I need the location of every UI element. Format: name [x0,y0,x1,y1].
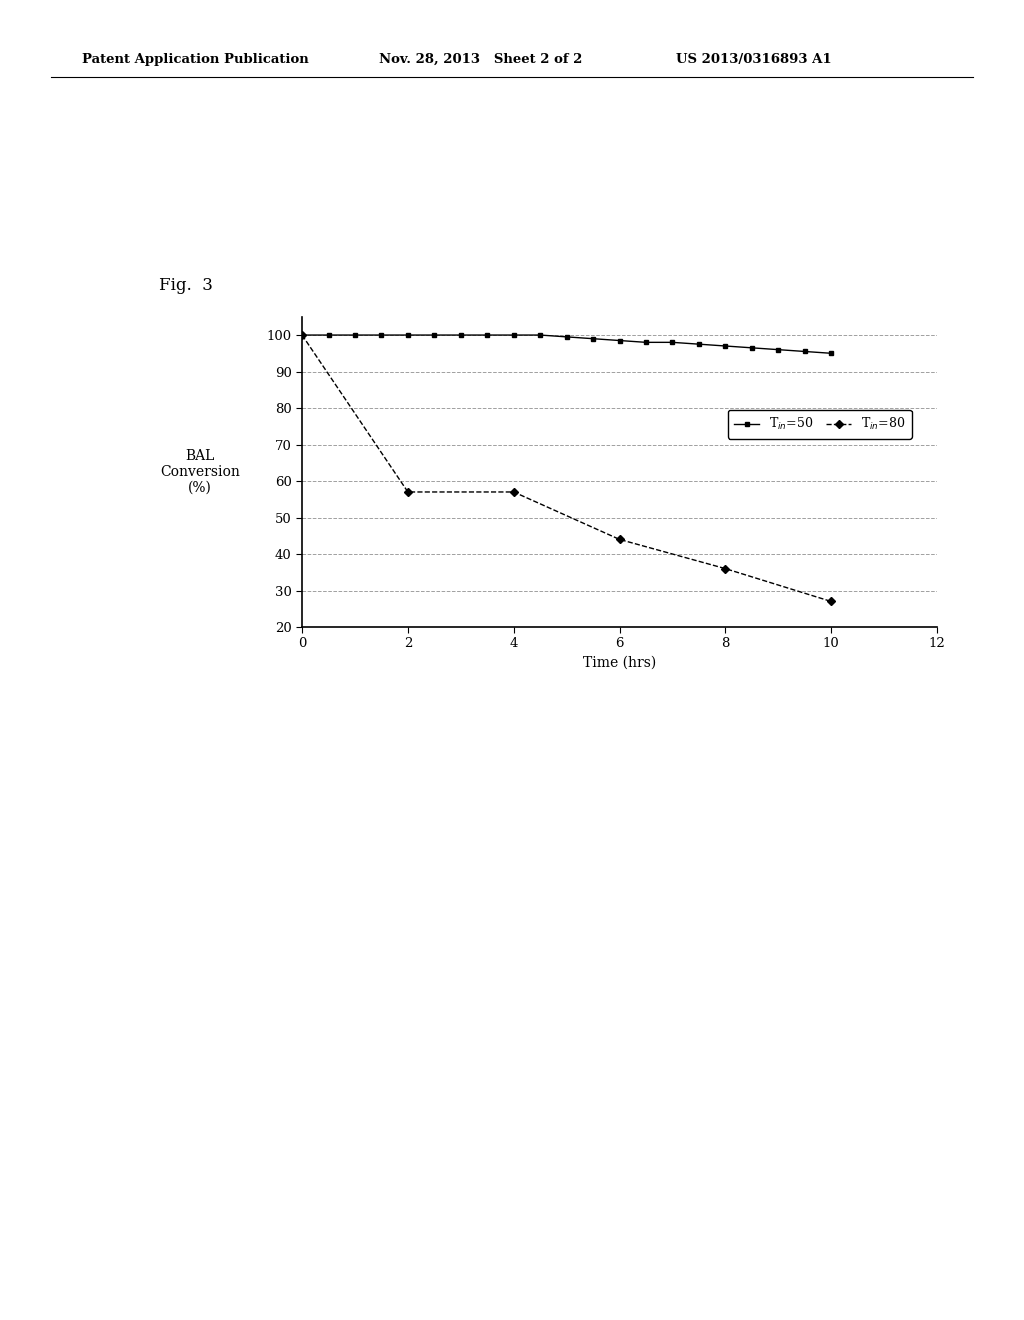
Text: Fig.  3: Fig. 3 [159,277,213,294]
T$_{in}$=80 [719,561,731,577]
T$_{in}$=50 [375,327,387,343]
T$_{in}$=50 [508,327,520,343]
T$_{in}$=80 [825,594,838,610]
T$_{in}$=80 [296,327,308,343]
T$_{in}$=80 [401,484,414,500]
Text: Nov. 28, 2013   Sheet 2 of 2: Nov. 28, 2013 Sheet 2 of 2 [379,53,583,66]
T$_{in}$=50 [428,327,440,343]
T$_{in}$=50 [587,331,599,347]
Y-axis label: BAL
Conversion
(%): BAL Conversion (%) [160,449,240,495]
T$_{in}$=80 [613,532,626,548]
T$_{in}$=50 [745,339,758,355]
T$_{in}$=50 [799,343,811,359]
T$_{in}$=50 [401,327,414,343]
T$_{in}$=50 [323,327,335,343]
T$_{in}$=50 [693,337,706,352]
T$_{in}$=50 [455,327,467,343]
T$_{in}$=50 [640,334,652,350]
T$_{in}$=50 [349,327,361,343]
T$_{in}$=80 [508,484,520,500]
Text: Patent Application Publication: Patent Application Publication [82,53,308,66]
X-axis label: Time (hrs): Time (hrs) [583,656,656,671]
Text: US 2013/0316893 A1: US 2013/0316893 A1 [676,53,831,66]
T$_{in}$=50 [535,327,547,343]
T$_{in}$=50 [667,334,679,350]
T$_{in}$=50 [560,329,572,345]
T$_{in}$=50 [772,342,784,358]
T$_{in}$=50 [719,338,731,354]
T$_{in}$=50 [613,333,626,348]
Line: T$_{in}$=80: T$_{in}$=80 [299,331,835,605]
Line: T$_{in}$=50: T$_{in}$=50 [300,333,834,355]
T$_{in}$=50 [825,346,838,362]
T$_{in}$=50 [481,327,494,343]
Legend: T$_{in}$=50, T$_{in}$=80: T$_{in}$=50, T$_{in}$=80 [728,411,911,438]
T$_{in}$=50 [296,327,308,343]
